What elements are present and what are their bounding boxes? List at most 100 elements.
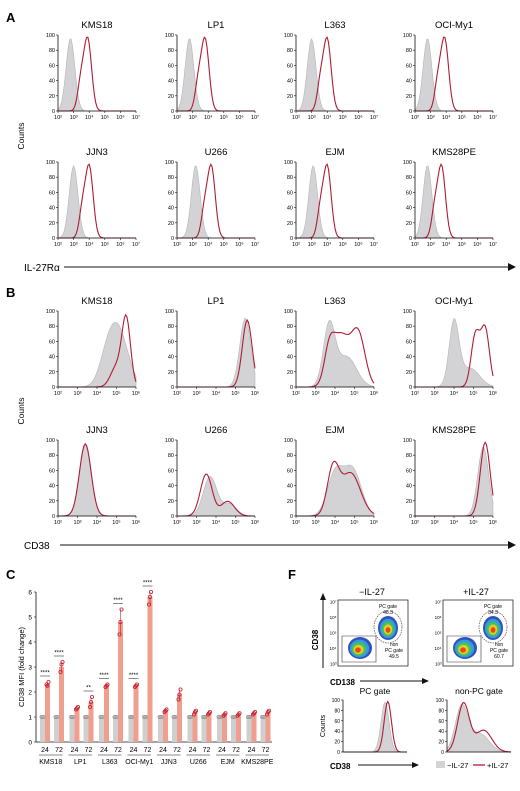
replicate-dot-treated	[46, 680, 51, 685]
bar-treated	[147, 597, 153, 742]
y-tick-label: 20	[406, 499, 412, 505]
x-tick-label: 10⁶	[489, 390, 497, 397]
y-tick-label: 80	[49, 453, 55, 459]
histogram-title: KMS18	[81, 296, 112, 307]
pc-gate-value: 34.3	[488, 610, 498, 616]
bar-treated	[265, 712, 271, 742]
dot-plot-y-tick-label: 10³	[435, 662, 442, 667]
y-tick-label: 40	[49, 79, 55, 85]
y-tick-label: 80	[334, 708, 340, 714]
x-tick-label: 10⁵	[101, 114, 109, 121]
bar-control	[201, 717, 207, 742]
y-tick-label: 20	[287, 499, 293, 505]
non-pc-gate-box	[446, 635, 482, 663]
replicate-dot-treated	[266, 708, 271, 713]
y-tick-label: 100	[165, 438, 174, 444]
bar-control	[83, 717, 89, 742]
bar-treated	[118, 622, 123, 742]
y-tick-label: 60	[406, 468, 412, 474]
dot-plot-y-tick-label: 10⁵	[435, 631, 442, 636]
y-tick-label: 20	[49, 370, 55, 376]
control-histogram	[414, 165, 493, 239]
cell-line-label: OCI-My1	[125, 759, 153, 766]
non-pc-gate-label-line2: PC gate	[385, 648, 403, 654]
y-tick-label: 100	[284, 438, 293, 444]
y-tick-label: 100	[284, 160, 293, 166]
y-tick-label: 20	[49, 94, 55, 100]
y-tick-label: 80	[406, 175, 412, 181]
x-tick-label: 10⁶	[235, 241, 243, 248]
x-tick-label: 10⁶	[235, 114, 243, 121]
y-tick-label: 40	[49, 206, 55, 212]
replicate-dot-treated	[90, 695, 95, 700]
x-tick-label: 10⁵	[231, 390, 239, 397]
y-tick-label: 0	[337, 750, 340, 756]
cell-line-label: EJM	[221, 759, 235, 766]
replicate-dot-control	[114, 715, 119, 719]
density-contour	[355, 647, 361, 653]
histogram-jjn3: JJN3 0 20 40 60 80 100 10² 10³ 10⁴ 10⁵ 10⁶ 10⁷	[46, 147, 140, 248]
histogram-title: EJM	[326, 425, 345, 436]
scatter-title-plus: +IL-27	[463, 587, 489, 597]
x-tick-label: 10⁴	[93, 519, 102, 526]
x-tick-label: 10⁴	[85, 114, 94, 121]
scatter-x-arrowhead	[422, 678, 429, 684]
density-contour	[385, 627, 391, 633]
y-tick-label: 60	[168, 190, 174, 196]
control-histogram	[176, 38, 255, 112]
x-tick-label: 10³	[308, 242, 316, 248]
bar-y-tick-label: 3	[28, 665, 32, 672]
x-tick-label: 10²	[292, 520, 300, 526]
x-tick-label: 10⁴	[323, 114, 332, 121]
scatter-title-minus: −IL-27	[359, 587, 385, 597]
bar-treated	[74, 708, 80, 742]
panel-label-a: A	[6, 10, 16, 25]
y-tick-label: 0	[290, 236, 293, 242]
density-contour	[490, 627, 496, 633]
replicate-dot-treated	[207, 710, 212, 715]
y-tick-label: 40	[406, 79, 412, 85]
y-tick-label: 60	[334, 719, 340, 725]
dot-plot-y-tick-label: 10⁶	[330, 615, 337, 620]
cd38-mfi-bar-chart: CD38 MFI (fold change) 0 1 2 3 4 5 6 24 72 KMS18 24…	[17, 581, 274, 767]
histogram-title: JJN3	[86, 425, 108, 436]
bar-y-tick-label: 2	[28, 690, 32, 697]
replicate-dot-treated	[176, 697, 181, 702]
bar-control	[99, 717, 104, 742]
x-tick-label: 10²	[411, 115, 419, 121]
bar-y-axis-title: CD38 MFI (fold change)	[17, 626, 26, 707]
replicate-dot-treated	[134, 682, 139, 687]
timepoint-label: 72	[85, 747, 93, 754]
histogram-ejm: EJM 0 20 40 60 80 100 10² 10³ 10⁴ 10⁵ 10⁶	[284, 425, 378, 526]
panel-label-f: F	[288, 567, 296, 582]
panel-a-x-label: IL-27Rα	[24, 263, 60, 274]
replicate-dot-treated	[119, 607, 124, 612]
y-tick-label: 0	[409, 236, 412, 242]
timepoint-label: 72	[173, 747, 181, 754]
y-tick-label: 40	[168, 206, 174, 212]
x-tick-label: 10⁵	[231, 519, 239, 526]
bar-y-tick-label: 4	[28, 640, 32, 647]
histogram-kms28pe: KMS28PE 0 20 40 60 80 100 10² 10³ 10⁴ 10⁵ 10⁶	[403, 425, 497, 526]
x-tick-label: 10⁵	[339, 241, 347, 248]
y-tick-label: 60	[168, 339, 174, 345]
replicate-dot-control	[55, 715, 60, 719]
density-contour	[460, 647, 466, 653]
x-tick-label: 10³	[74, 520, 82, 526]
histogram-l363: L363 0 20 40 60 80 100 10² 10³ 10⁴ 10⁵ 10⁶	[284, 296, 378, 397]
histogram-title: JJN3	[86, 147, 108, 158]
control-histogram	[343, 702, 407, 753]
x-tick-label: 10²	[411, 391, 419, 397]
dot-plot-y-tick-label: 10³	[330, 662, 337, 667]
replicate-dot-control	[130, 715, 134, 719]
significance-label: ****	[129, 673, 139, 679]
histogram-oci-my1: OCI-My1 0 20 40 60 80 100 10² 10³ 10⁴ 10⁵ 10⁶	[403, 296, 497, 397]
timepoint-label: 24	[159, 747, 167, 754]
y-tick-label: 80	[168, 324, 174, 330]
x-tick-label: 10⁵	[112, 519, 120, 526]
x-tick-label: 10⁶	[370, 519, 378, 526]
cell-line-label: L363	[102, 759, 118, 766]
treated-histogram	[343, 700, 407, 753]
x-tick-label: 10²	[173, 520, 181, 526]
histogram-l363: L363 0 20 40 60 80 100 10² 10³ 10⁴ 10⁵ 10⁶ 10⁷	[284, 20, 378, 121]
